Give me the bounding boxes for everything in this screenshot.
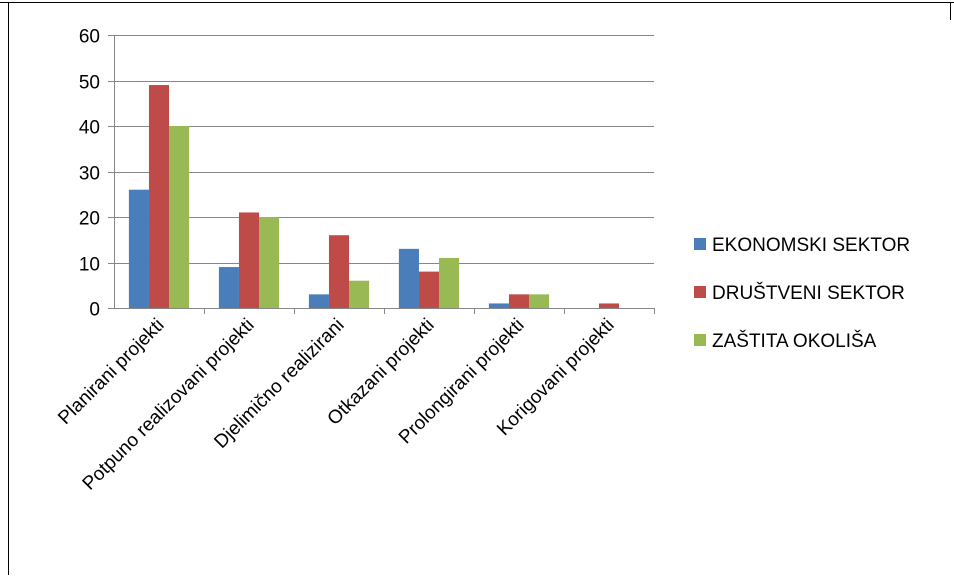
- bar-dru-tveni-sektor-4: [508, 294, 530, 308]
- bar-za-tita-okoli-a-0: [169, 126, 190, 308]
- bar-dru-tveni-sektor-1: [238, 212, 260, 308]
- y-tick-label: 60: [79, 27, 100, 48]
- gridlines: [114, 35, 654, 264]
- legend-swatch: [694, 334, 706, 346]
- bar-za-tita-okoli-a-2: [349, 280, 370, 308]
- y-tick-label: 10: [79, 255, 100, 276]
- x-tick-label: Potpuno realizovani projekti: [79, 315, 259, 495]
- axes: [108, 35, 655, 314]
- bar-dru-tveni-sektor-3: [418, 271, 440, 308]
- y-tick-label: 40: [79, 118, 100, 139]
- y-tick-label: 0: [89, 300, 100, 321]
- bars: [128, 85, 620, 308]
- bar-dru-tveni-sektor-5: [598, 303, 620, 308]
- y-tick-labels: 0 10 20 30 40 50 60: [79, 27, 100, 321]
- y-tick-label: 20: [79, 209, 100, 230]
- legend-label: ZAŠTITA OKOLIŠA: [712, 330, 877, 352]
- legend: EKONOMSKI SEKTOR DRUŠTVENI SEKTOR ZAŠTITA …: [694, 235, 910, 352]
- bar-ekonomski-sektor-2: [308, 294, 329, 308]
- bar-za-tita-okoli-a-3: [439, 257, 460, 308]
- bar-za-tita-okoli-a-1: [259, 217, 280, 308]
- bar-ekonomski-sektor-3: [398, 248, 419, 308]
- bar-dru-tveni-sektor-0: [148, 85, 170, 308]
- y-tick-label: 50: [79, 73, 100, 94]
- bar-za-tita-okoli-a-4: [529, 294, 550, 308]
- y-tick-label: 30: [79, 164, 100, 185]
- legend-swatch: [694, 286, 706, 298]
- legend-label: EKONOMSKI SEKTOR: [712, 235, 910, 256]
- legend-swatch: [694, 238, 706, 250]
- bar-dru-tveni-sektor-2: [328, 235, 350, 308]
- bar-ekonomski-sektor-1: [218, 267, 239, 308]
- bar-ekonomski-sektor-0: [128, 189, 149, 308]
- legend-label: DRUŠTVENI SEKTOR: [712, 282, 905, 304]
- bar-ekonomski-sektor-4: [488, 303, 509, 308]
